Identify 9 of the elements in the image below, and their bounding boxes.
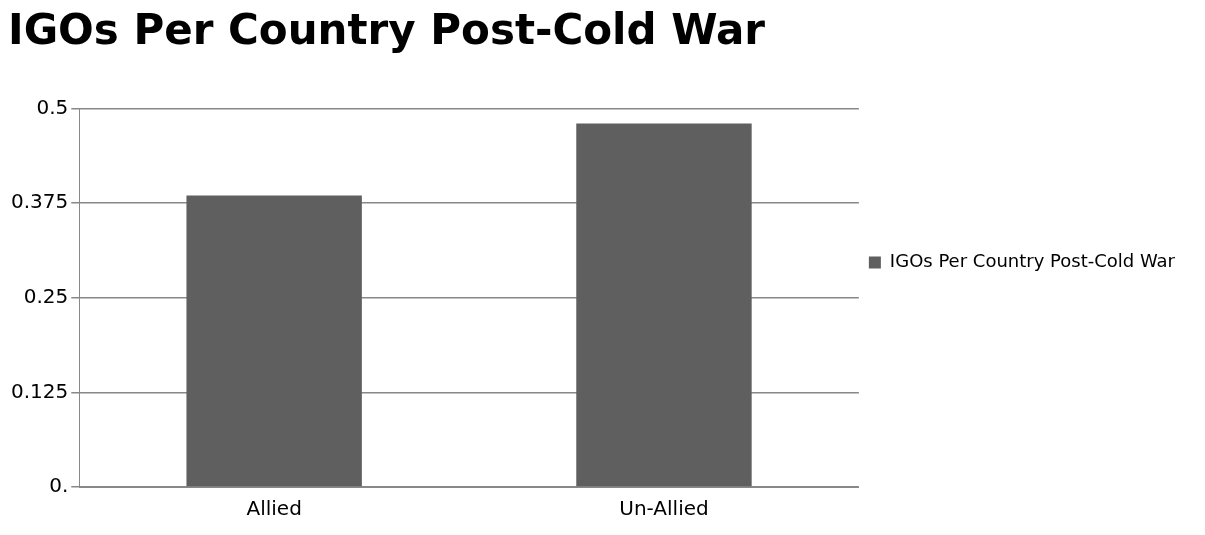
x-tick-label: Allied bbox=[246, 496, 302, 521]
legend-label: IGOs Per Country Post-Cold War bbox=[889, 250, 1176, 272]
y-tick-label: 0.125 bbox=[10, 378, 69, 403]
y-tick-label: 0. bbox=[49, 473, 69, 498]
y-tick-label: 0.25 bbox=[23, 283, 69, 308]
y-tick-label: 0.375 bbox=[10, 189, 69, 214]
y-tick-label: 0.5 bbox=[36, 94, 69, 119]
x-tick-label: Un-Allied bbox=[619, 496, 709, 521]
chart-title: IGOs Per Country Post-Cold War bbox=[8, 5, 766, 55]
